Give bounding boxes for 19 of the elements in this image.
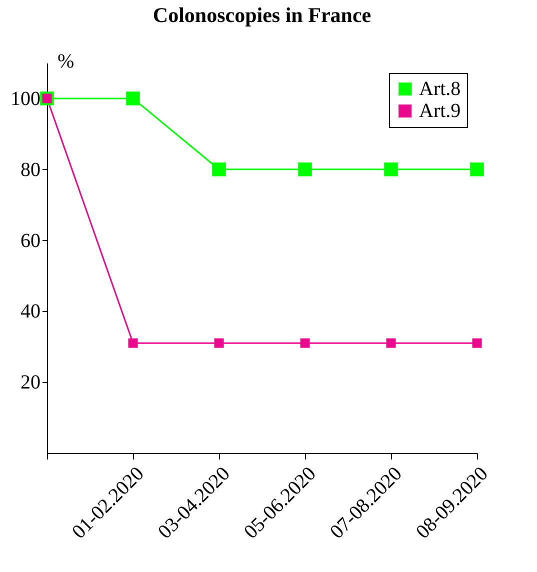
chart-title: Colonoscopies in France [152, 3, 372, 27]
point [384, 162, 398, 176]
y-tick-label: 20 [20, 372, 40, 394]
y-tick-label: 60 [20, 230, 40, 252]
y-tick-label: 40 [20, 300, 40, 323]
legend-label: Art.9 [419, 100, 461, 122]
point [212, 162, 226, 176]
point [386, 338, 396, 348]
y-tick-label: 80 [20, 158, 40, 181]
y-axis-title: % [58, 50, 74, 72]
legend-label: Art.8 [419, 78, 461, 100]
point [126, 92, 140, 106]
point [128, 338, 138, 348]
point [300, 338, 310, 348]
point [214, 338, 224, 348]
point [298, 162, 312, 176]
point [472, 338, 482, 348]
y-tick-label: 100 [10, 88, 40, 110]
point [470, 162, 484, 176]
